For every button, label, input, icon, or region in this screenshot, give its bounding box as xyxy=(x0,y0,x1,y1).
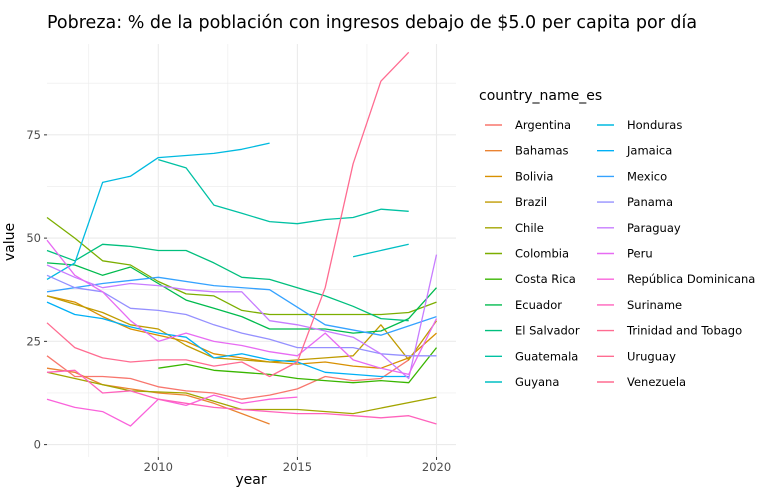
series-line-peru xyxy=(46,239,438,376)
y-tick-label: 75 xyxy=(26,128,41,142)
series-line-costa-rica xyxy=(158,347,438,384)
legend-label: Chile xyxy=(515,221,544,235)
series-line-paraguay xyxy=(46,254,438,380)
legend-label: Paraguay xyxy=(627,221,681,235)
plot-panel xyxy=(47,44,456,457)
legend-label: Argentina xyxy=(515,118,571,132)
chart-title: Pobreza: % de la población con ingresos … xyxy=(47,13,697,33)
legend-label: República Dominicana xyxy=(627,272,755,286)
series-line-mexico xyxy=(46,276,437,336)
legend-label: Panama xyxy=(627,195,673,209)
legend-label: Honduras xyxy=(627,118,682,132)
legend-label: Bolivia xyxy=(515,169,553,183)
series-line-jamaica xyxy=(46,301,409,378)
legend-title: country_name_es xyxy=(479,88,602,104)
x-tick-label: 2020 xyxy=(422,460,451,474)
x-tick-label: 2010 xyxy=(144,460,173,474)
y-tick-label: 25 xyxy=(26,334,41,348)
x-tick-label: 2015 xyxy=(283,460,312,474)
series-line-trinidad-and-tobago xyxy=(46,51,410,378)
series-line-guyana xyxy=(352,243,409,258)
series-line-ecuador xyxy=(46,262,437,334)
legend-label: Suriname xyxy=(627,298,682,312)
legend-label: Trinidad and Tobago xyxy=(626,324,742,338)
series-line-suriname xyxy=(46,369,437,425)
legend-label: Peru xyxy=(627,247,653,261)
gridlines xyxy=(47,44,456,457)
series-line-guatemala xyxy=(158,158,409,225)
series-line-republica-dominicana xyxy=(46,394,298,427)
series-line-bahamas xyxy=(46,367,270,425)
series-line-argentina xyxy=(46,355,410,400)
legend-label: Colombia xyxy=(515,247,569,261)
y-axis-label: value xyxy=(2,223,18,261)
y-tick-label: 0 xyxy=(34,438,41,452)
legend-label: Uruguay xyxy=(627,349,676,363)
legend-label: Ecuador xyxy=(515,298,562,312)
legend-label: Jamaica xyxy=(626,144,672,158)
series-line-el-salvador xyxy=(46,243,409,322)
legend-label: Guatemala xyxy=(515,349,578,363)
series-line-panama xyxy=(46,274,437,357)
series-layer xyxy=(46,51,438,427)
legend-label: Brazil xyxy=(515,195,547,209)
legend-label: Bahamas xyxy=(515,144,569,158)
x-axis-label: year xyxy=(235,472,266,488)
axis-ticks: 2010 2015 2020 0 25 50 75 xyxy=(26,128,451,474)
series-line-honduras xyxy=(46,142,270,280)
legend-label: Costa Rica xyxy=(515,272,576,286)
legend-label: Venezuela xyxy=(627,375,686,389)
series-line-brazil xyxy=(46,295,438,363)
y-tick-label: 50 xyxy=(26,231,41,245)
legend-label: El Salvador xyxy=(515,324,580,338)
legend: country_name_es Argentina Bahamas Bolivia B… xyxy=(479,88,755,389)
legend-label: Mexico xyxy=(627,169,667,183)
legend-label: Guyana xyxy=(515,375,559,389)
